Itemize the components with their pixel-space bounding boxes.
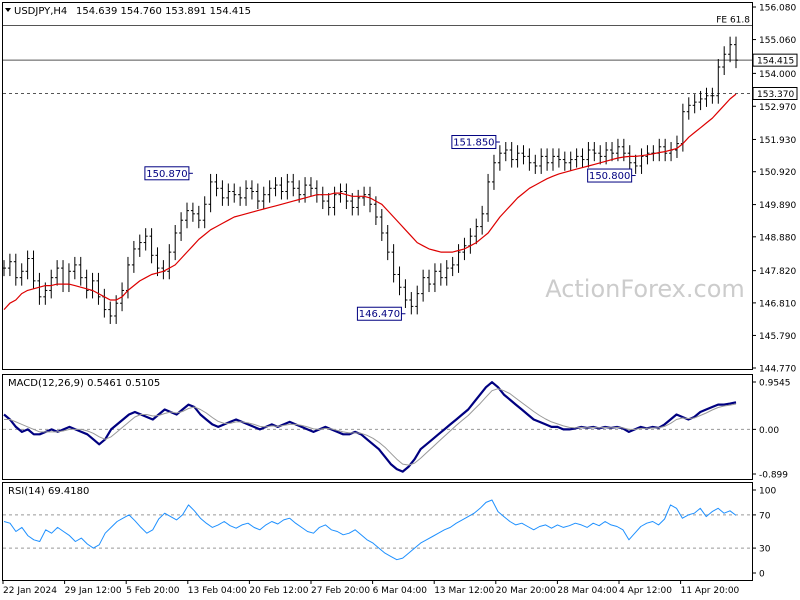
chart-header-symbol: USDJPY,H4 (14, 6, 67, 17)
fe-level-label: FE 61.8 (716, 16, 750, 26)
y-tick-label: 152.970 (759, 103, 796, 113)
y-tick-label: 151.930 (759, 136, 796, 146)
macd-layer (3, 381, 752, 473)
signal-line (4, 388, 737, 466)
x-tick-label: 20 Mar 20:00 (496, 586, 556, 596)
swing-label: 146.470 (359, 309, 400, 320)
price-level-badge (752, 86, 798, 100)
y-tick-label: 154.000 (759, 70, 796, 80)
chart-header-ohlc: 154.639 154.760 153.891 154.415 (76, 6, 251, 17)
ema-line (3, 93, 737, 311)
x-tick-label: 13 Feb 04:00 (188, 586, 247, 596)
price-level-badge-label: 153.370 (757, 90, 794, 100)
watermark: ActionForex.com (545, 275, 745, 303)
y-tick-label: 70 (759, 511, 771, 521)
x-tick-label: 29 Jan 12:00 (65, 586, 122, 596)
y-tick-label: 150.920 (759, 168, 796, 178)
price-level-badge (752, 53, 798, 67)
x-tick-label: 22 Jan 2024 (3, 586, 57, 596)
x-tick-label: 4 Apr 12:00 (619, 586, 672, 596)
rsi-layer (3, 499, 752, 561)
macd-panel[interactable] (2, 374, 753, 480)
swing-label: 150.870 (146, 169, 187, 180)
y-tick-label: 0.00 (759, 426, 779, 436)
y-tick-label: 146.810 (759, 299, 796, 309)
y-tick-label: 149.890 (759, 201, 796, 211)
price-layer: FE 61.8 150.870 146.470 151.850 150.800 (2, 16, 752, 324)
x-tick-label: 11 Apr 20:00 (681, 586, 740, 596)
y-tick-label: -0.899 (759, 471, 788, 481)
x-tick-label: 13 Mar 12:00 (434, 586, 494, 596)
y-tick-label: 148.880 (759, 233, 796, 243)
y-tick-label: 0.9545 (759, 379, 791, 389)
axis-layer: 156.080 155.060 154.000 152.970 151.930 150.9… (2, 4, 798, 596)
swing-label: 150.800 (589, 171, 630, 182)
y-tick-label: 155.060 (759, 36, 796, 46)
rsi-title: RSI(14) 69.4180 (8, 486, 89, 497)
y-tick-label: 30 (759, 545, 771, 555)
y-tick-label: 0 (759, 570, 765, 580)
x-tick-label: 27 Feb 20:00 (311, 586, 370, 596)
macd-title: MACD(12,26,9) 0.5461 0.5105 (8, 378, 160, 389)
y-tick-label: 156.080 (759, 4, 796, 14)
y-tick-label: 144.770 (759, 365, 796, 375)
swing-label: 151.850 (453, 138, 494, 149)
x-tick-label: 28 Mar 04:00 (557, 586, 617, 596)
rsi-panel[interactable] (2, 482, 753, 581)
rsi-line (3, 499, 737, 561)
x-tick-label: 6 Mar 04:00 (373, 586, 428, 596)
x-tick-label: 20 Feb 12:00 (249, 586, 308, 596)
price-level-badge-label: 154.415 (757, 57, 794, 67)
y-tick-label: 100 (759, 487, 776, 497)
x-tick-label: 5 Feb 20:00 (126, 586, 180, 596)
y-tick-label: 145.790 (759, 332, 796, 342)
dropdown-arrow-icon[interactable] (5, 8, 11, 12)
y-tick-label: 147.820 (759, 267, 796, 277)
